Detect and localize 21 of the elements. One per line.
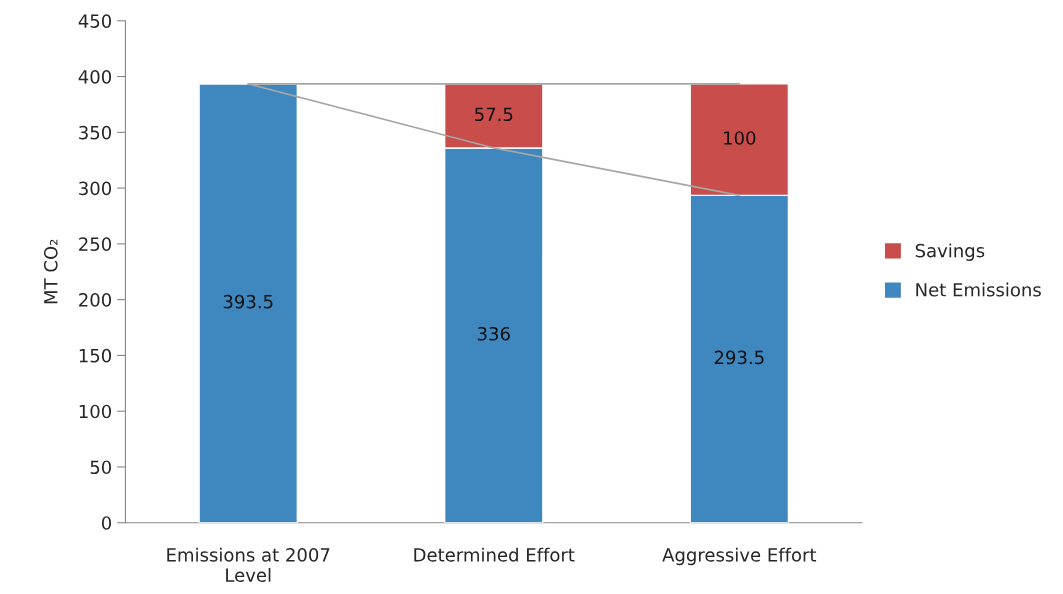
y-tick-label: 50 xyxy=(90,460,112,475)
y-axis-title: MT CO₂ xyxy=(43,239,58,304)
y-tick-label: 400 xyxy=(78,70,112,84)
data-label: 57.5 xyxy=(475,107,513,122)
data-label: 100 xyxy=(724,131,756,145)
y-tick-label: 250 xyxy=(79,237,112,251)
y-tick-label: 150 xyxy=(79,348,112,363)
data-label: 393.5 xyxy=(223,294,273,309)
x-tick-label: Aggressive Effort xyxy=(662,547,817,566)
y-tick-label: 300 xyxy=(79,181,112,196)
y-tick-label: 0 xyxy=(101,516,112,530)
data-label: 293.5 xyxy=(714,350,764,365)
y-tick-label: 350 xyxy=(79,125,112,140)
y-tick-label: 200 xyxy=(79,293,112,307)
x-tick-label: Determined Effort xyxy=(414,547,575,562)
x-tick-label: Emissions at 2007 Level xyxy=(167,547,330,582)
data-label: 336 xyxy=(477,326,510,341)
y-tick-label: 100 xyxy=(79,404,112,419)
legend-label: Net Emissions xyxy=(916,282,1041,297)
y-tick-label: 450 xyxy=(78,14,112,28)
legend-label: Savings xyxy=(915,243,985,261)
